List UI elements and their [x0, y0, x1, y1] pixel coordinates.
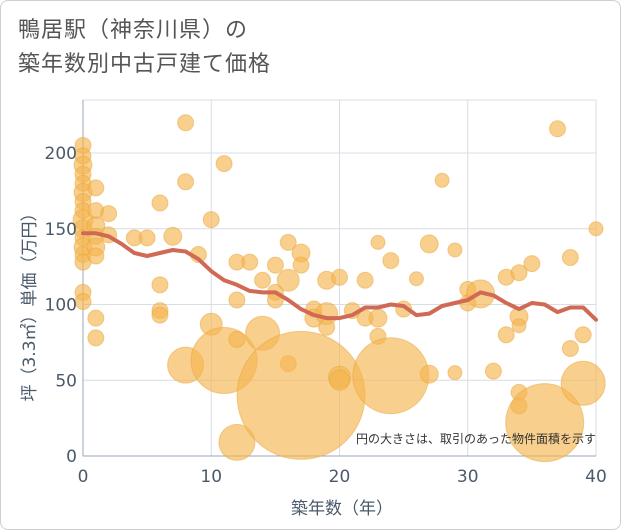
x-tick-label: 10	[200, 467, 222, 487]
data-point	[202, 211, 220, 229]
data-point	[447, 242, 463, 258]
data-point	[163, 226, 183, 246]
data-point	[419, 364, 439, 384]
x-tick-label: 0	[78, 467, 89, 487]
trend-line	[81, 231, 598, 322]
data-point	[151, 194, 169, 212]
data-point	[434, 172, 450, 188]
data-point	[100, 205, 118, 223]
y-tick-label: 0	[66, 447, 77, 467]
x-axis-label: 築年数（年）	[291, 499, 393, 519]
chart-title-line-1: 鴨居駅（神奈川県）の	[18, 18, 249, 43]
data-point	[228, 291, 246, 309]
data-point	[87, 309, 105, 327]
data-point	[549, 120, 567, 138]
data-point	[151, 276, 169, 294]
data-point	[177, 114, 195, 132]
data-point	[87, 247, 105, 265]
data-point	[588, 221, 604, 237]
data-point	[505, 383, 585, 463]
y-tick-label: 50	[55, 371, 77, 391]
data-point	[574, 326, 592, 344]
data-point	[329, 369, 350, 391]
data-point	[370, 234, 386, 250]
data-point	[87, 329, 105, 347]
data-point	[138, 229, 156, 247]
data-point	[560, 360, 606, 406]
data-point	[510, 264, 528, 282]
data-point	[484, 362, 502, 380]
x-tick-label: 40	[585, 467, 607, 487]
data-point	[215, 155, 233, 173]
data-point	[276, 268, 300, 292]
data-point	[266, 256, 284, 274]
y-tick-label: 200	[45, 144, 77, 164]
trend-layer	[81, 231, 598, 322]
chart-title: 鴨居駅（神奈川県）の 築年数別中古戸建て価格	[18, 14, 271, 82]
data-point	[218, 423, 256, 461]
bubble-layer	[72, 114, 606, 463]
data-point	[561, 339, 579, 357]
data-point	[279, 233, 297, 251]
data-point	[447, 365, 463, 381]
y-tick-label: 100	[45, 296, 77, 316]
data-point	[87, 179, 105, 197]
data-point	[511, 318, 527, 334]
data-point	[151, 306, 169, 324]
y-tick-label: 150	[45, 220, 77, 240]
data-point	[368, 308, 388, 328]
data-point	[228, 330, 246, 348]
data-point	[254, 271, 272, 289]
x-tick-label: 20	[329, 467, 351, 487]
data-point	[331, 268, 348, 286]
data-point	[292, 256, 310, 274]
data-point	[408, 271, 424, 287]
data-point	[236, 330, 366, 460]
data-point	[177, 173, 195, 191]
data-point	[74, 292, 92, 310]
data-point	[419, 234, 439, 254]
data-point	[497, 326, 515, 344]
data-point	[561, 249, 579, 267]
data-point	[352, 337, 430, 415]
data-point	[356, 271, 374, 289]
axis-ticks: 0 10 20 30 40 0 50 100 150 200	[45, 144, 607, 487]
data-point	[523, 255, 541, 273]
data-point	[382, 252, 400, 270]
bubble-size-note: 円の大きさは、取引のあった物件面積を示す	[356, 431, 596, 446]
chart-title-line-2: 築年数別中古戸建て価格	[18, 52, 272, 77]
x-tick-label: 30	[457, 467, 479, 487]
data-point	[318, 318, 336, 336]
data-point	[241, 253, 259, 271]
y-axis-label: 坪（3.3㎡）単価（万円）	[20, 204, 40, 401]
